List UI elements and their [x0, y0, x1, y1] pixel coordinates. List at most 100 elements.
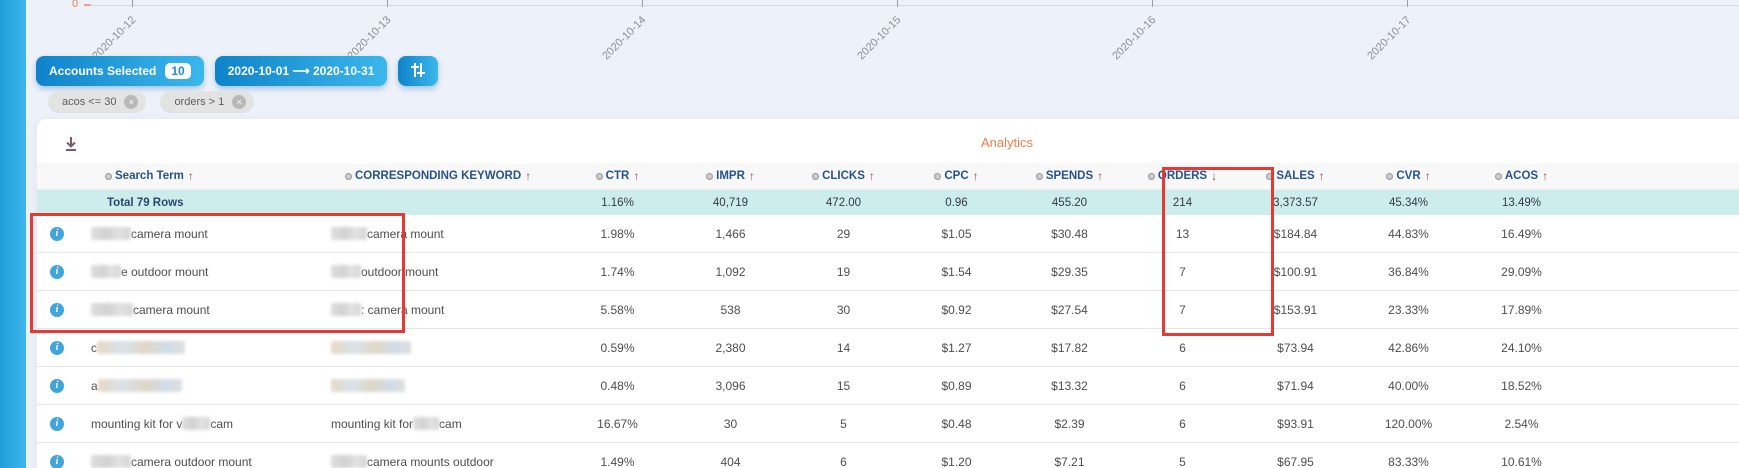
filter-chip[interactable]: orders > 1 ×: [160, 91, 255, 113]
cell-clicks: 30: [836, 302, 851, 317]
sort-asc-arrow: ↑: [1542, 169, 1549, 183]
total-rows-label: Total 79 Rows: [107, 196, 184, 209]
info-icon[interactable]: i: [50, 454, 64, 468]
total-sales: 3,373.57: [1273, 196, 1318, 209]
col-header-cvr[interactable]: CVR ↑: [1352, 169, 1465, 183]
info-icon[interactable]: i: [50, 378, 64, 393]
toolbar: Accounts Selected 10 2020-10-01 ⟶ 2020-1…: [36, 56, 439, 86]
filter-settings-button[interactable]: [398, 56, 439, 86]
cell-keyword: [317, 379, 561, 392]
cell-keyword: outdoor mount: [317, 265, 561, 279]
col-header-clicks[interactable]: CLICKS ↑: [787, 169, 900, 183]
x-axis-label: 2020-10-15: [855, 14, 904, 63]
term-text: camera mount: [133, 302, 210, 317]
term-text: mounting kit for v: [91, 416, 183, 431]
col-header-acos[interactable]: ACOS ↑: [1465, 169, 1578, 183]
col-header-cpc[interactable]: CPC ↑: [900, 169, 1013, 183]
date-range-button[interactable]: 2020-10-01 ⟶ 2020-10-31: [214, 56, 388, 86]
x-axis-tick: [897, 0, 898, 7]
term-text: outdoor mount: [361, 264, 439, 279]
x-axis-label: 2020-10-17: [1365, 14, 1414, 63]
close-icon[interactable]: ×: [232, 95, 247, 109]
cell-cpc: $1.20: [941, 454, 972, 468]
accounts-count-badge: 10: [165, 63, 191, 79]
cell-spends: $27.54: [1051, 302, 1088, 317]
col-header-orders[interactable]: ORDERS ↓: [1126, 169, 1239, 183]
redacted-text: [91, 455, 131, 468]
sort-asc-arrow: ↑: [748, 169, 755, 183]
col-header-impr[interactable]: IMPR ↑: [674, 169, 787, 183]
cell-ctr: 16.67%: [597, 416, 638, 431]
x-axis-tick: [1407, 0, 1408, 7]
sort-asc-arrow: ↑: [1318, 169, 1325, 183]
x-axis-tick: [387, 0, 388, 7]
table-row: i e outdoor mount outdoor mount 1.74% 1,092…: [37, 253, 1739, 291]
analytics-section-title: Analytics: [980, 135, 1034, 150]
info-icon[interactable]: i: [50, 226, 64, 241]
cell-clicks: 6: [840, 454, 847, 468]
col-header-ctr[interactable]: CTR ↑: [561, 169, 674, 183]
chart-y-zero-tick: [84, 4, 91, 6]
filter-chips: acos <= 30 × orders > 1 ×: [48, 91, 255, 113]
info-icon[interactable]: i: [50, 264, 64, 279]
x-axis-tick: [642, 0, 643, 7]
cell-cvr: 40.00%: [1388, 378, 1429, 393]
col-header-label: CPC: [944, 170, 969, 182]
cell-acos: 18.52%: [1501, 378, 1542, 393]
cell-clicks: 5: [840, 416, 847, 431]
cell-search-term: camera outdoor mount: [77, 455, 317, 468]
sort-asc-arrow: ↑: [187, 169, 194, 183]
metric-dot-icon: [812, 172, 820, 180]
accounts-selected-button[interactable]: Accounts Selected 10: [36, 56, 204, 86]
term-text: : camera mount: [361, 302, 445, 317]
cell-clicks: 19: [836, 264, 851, 279]
info-icon[interactable]: i: [50, 416, 64, 431]
cell-spends: $2.39: [1054, 416, 1085, 431]
cell-impr: 538: [720, 302, 741, 317]
cell-orders: 6: [1179, 340, 1186, 355]
term-text: a: [91, 378, 98, 393]
info-icon[interactable]: i: [50, 302, 64, 317]
total-spends: 455.20: [1051, 196, 1088, 209]
download-button[interactable]: [63, 136, 79, 154]
term-text: cam: [210, 416, 234, 431]
cell-ctr: 0.59%: [600, 340, 635, 355]
filter-chip[interactable]: acos <= 30 ×: [48, 91, 147, 113]
metric-dot-icon: [345, 172, 352, 180]
term-text: cam: [439, 416, 462, 431]
table-row: i camera mount camera mount 1.98% 1,466 29 $…: [37, 215, 1739, 253]
col-header-label: CORRESPONDING KEYWORD: [355, 170, 522, 182]
metric-dot-icon: [934, 172, 942, 180]
col-header-keyword[interactable]: CORRESPONDING KEYWORD ↑: [317, 169, 561, 183]
cell-acos: 29.09%: [1501, 264, 1542, 279]
col-header-spends[interactable]: SPENDS ↑: [1013, 169, 1126, 183]
cell-impr: 1,466: [715, 226, 746, 241]
redacted-text: [97, 341, 185, 354]
cell-cpc: $0.48: [941, 416, 972, 431]
sort-asc-arrow: ↑: [525, 169, 532, 183]
metric-dot-icon: [706, 172, 714, 180]
cell-spends: $17.82: [1051, 340, 1088, 355]
close-icon[interactable]: ×: [124, 95, 139, 109]
cell-orders: 7: [1179, 264, 1186, 279]
metric-dot-icon: [1386, 172, 1394, 180]
x-axis-label: 2020-10-14: [600, 14, 649, 63]
col-header-search_term[interactable]: Search Term ↑: [77, 169, 317, 183]
col-header-label: CTR: [605, 170, 630, 182]
redacted-text: [331, 455, 367, 468]
col-header-label: SALES: [1276, 170, 1315, 182]
cell-clicks: 15: [836, 378, 851, 393]
total-cpc: 0.96: [945, 196, 968, 209]
col-header-sales[interactable]: SALES ↑: [1239, 169, 1352, 183]
col-header-label: Search Term: [115, 170, 184, 182]
cell-acos: 17.89%: [1501, 302, 1542, 317]
cell-ctr: 1.49%: [600, 454, 635, 468]
cell-sales: $73.94: [1277, 340, 1314, 355]
cell-keyword: camera mounts outdoor: [317, 455, 561, 468]
info-icon[interactable]: i: [50, 340, 64, 355]
redacted-text: [331, 379, 405, 392]
download-icon: [63, 137, 79, 158]
cell-orders: 13: [1175, 226, 1190, 241]
chart-y-zero-label: 0: [72, 0, 79, 10]
term-text: camera outdoor mount: [131, 454, 252, 468]
